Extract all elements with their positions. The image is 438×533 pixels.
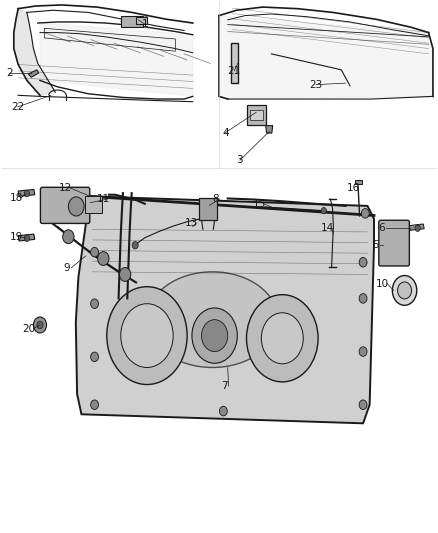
Text: 13: 13 (185, 218, 198, 228)
Polygon shape (44, 28, 175, 51)
Text: 20: 20 (22, 324, 35, 334)
Circle shape (63, 230, 74, 244)
Text: 23: 23 (309, 80, 322, 90)
Text: 4: 4 (222, 127, 229, 138)
Bar (231, 43, 238, 83)
Bar (247, 106, 266, 125)
Text: 19: 19 (9, 232, 23, 242)
Text: 22: 22 (11, 102, 25, 112)
Ellipse shape (147, 272, 278, 368)
Circle shape (91, 299, 99, 309)
Polygon shape (14, 9, 55, 95)
Text: 9: 9 (64, 263, 71, 272)
Bar (121, 15, 143, 27)
Circle shape (359, 257, 367, 267)
Circle shape (37, 321, 43, 329)
Text: 5: 5 (372, 240, 378, 250)
Polygon shape (40, 23, 193, 96)
Text: 21: 21 (228, 66, 241, 76)
Text: 6: 6 (378, 223, 385, 233)
Circle shape (359, 347, 367, 357)
Bar (250, 110, 263, 120)
Circle shape (415, 225, 420, 231)
FancyBboxPatch shape (379, 220, 410, 266)
Polygon shape (18, 189, 35, 196)
FancyBboxPatch shape (40, 187, 90, 223)
Circle shape (192, 308, 237, 364)
Polygon shape (219, 15, 433, 99)
Circle shape (98, 252, 109, 265)
Circle shape (361, 208, 369, 218)
Text: 11: 11 (97, 194, 110, 204)
Circle shape (321, 207, 326, 214)
Text: 7: 7 (221, 381, 228, 391)
Circle shape (247, 295, 318, 382)
Text: 12: 12 (59, 183, 72, 193)
Text: 3: 3 (237, 155, 243, 165)
Circle shape (359, 400, 367, 409)
Text: 15: 15 (253, 199, 266, 209)
Circle shape (392, 276, 417, 305)
Polygon shape (76, 196, 374, 423)
Circle shape (201, 320, 228, 352)
Circle shape (121, 304, 173, 368)
Bar (199, 198, 217, 220)
Circle shape (91, 247, 99, 257)
Polygon shape (266, 126, 273, 133)
Text: 1: 1 (141, 19, 148, 29)
Circle shape (91, 199, 99, 208)
Circle shape (261, 313, 303, 364)
Text: 16: 16 (347, 183, 360, 193)
Bar (355, 180, 362, 183)
Polygon shape (28, 70, 39, 77)
Circle shape (24, 190, 29, 197)
Circle shape (359, 294, 367, 303)
Text: 10: 10 (376, 279, 389, 288)
Circle shape (91, 400, 99, 409)
Circle shape (91, 352, 99, 362)
Circle shape (107, 287, 187, 384)
Text: 14: 14 (321, 223, 334, 233)
Polygon shape (18, 234, 35, 241)
Text: 18: 18 (9, 193, 23, 204)
Text: 8: 8 (212, 194, 219, 204)
Text: 2: 2 (6, 68, 13, 78)
Circle shape (68, 197, 84, 216)
Circle shape (33, 317, 46, 333)
Bar (136, 17, 147, 23)
Circle shape (398, 282, 412, 299)
Bar (85, 196, 102, 213)
Circle shape (24, 235, 29, 241)
Circle shape (219, 406, 227, 416)
Polygon shape (410, 224, 424, 230)
Circle shape (132, 241, 138, 249)
Circle shape (120, 268, 131, 281)
